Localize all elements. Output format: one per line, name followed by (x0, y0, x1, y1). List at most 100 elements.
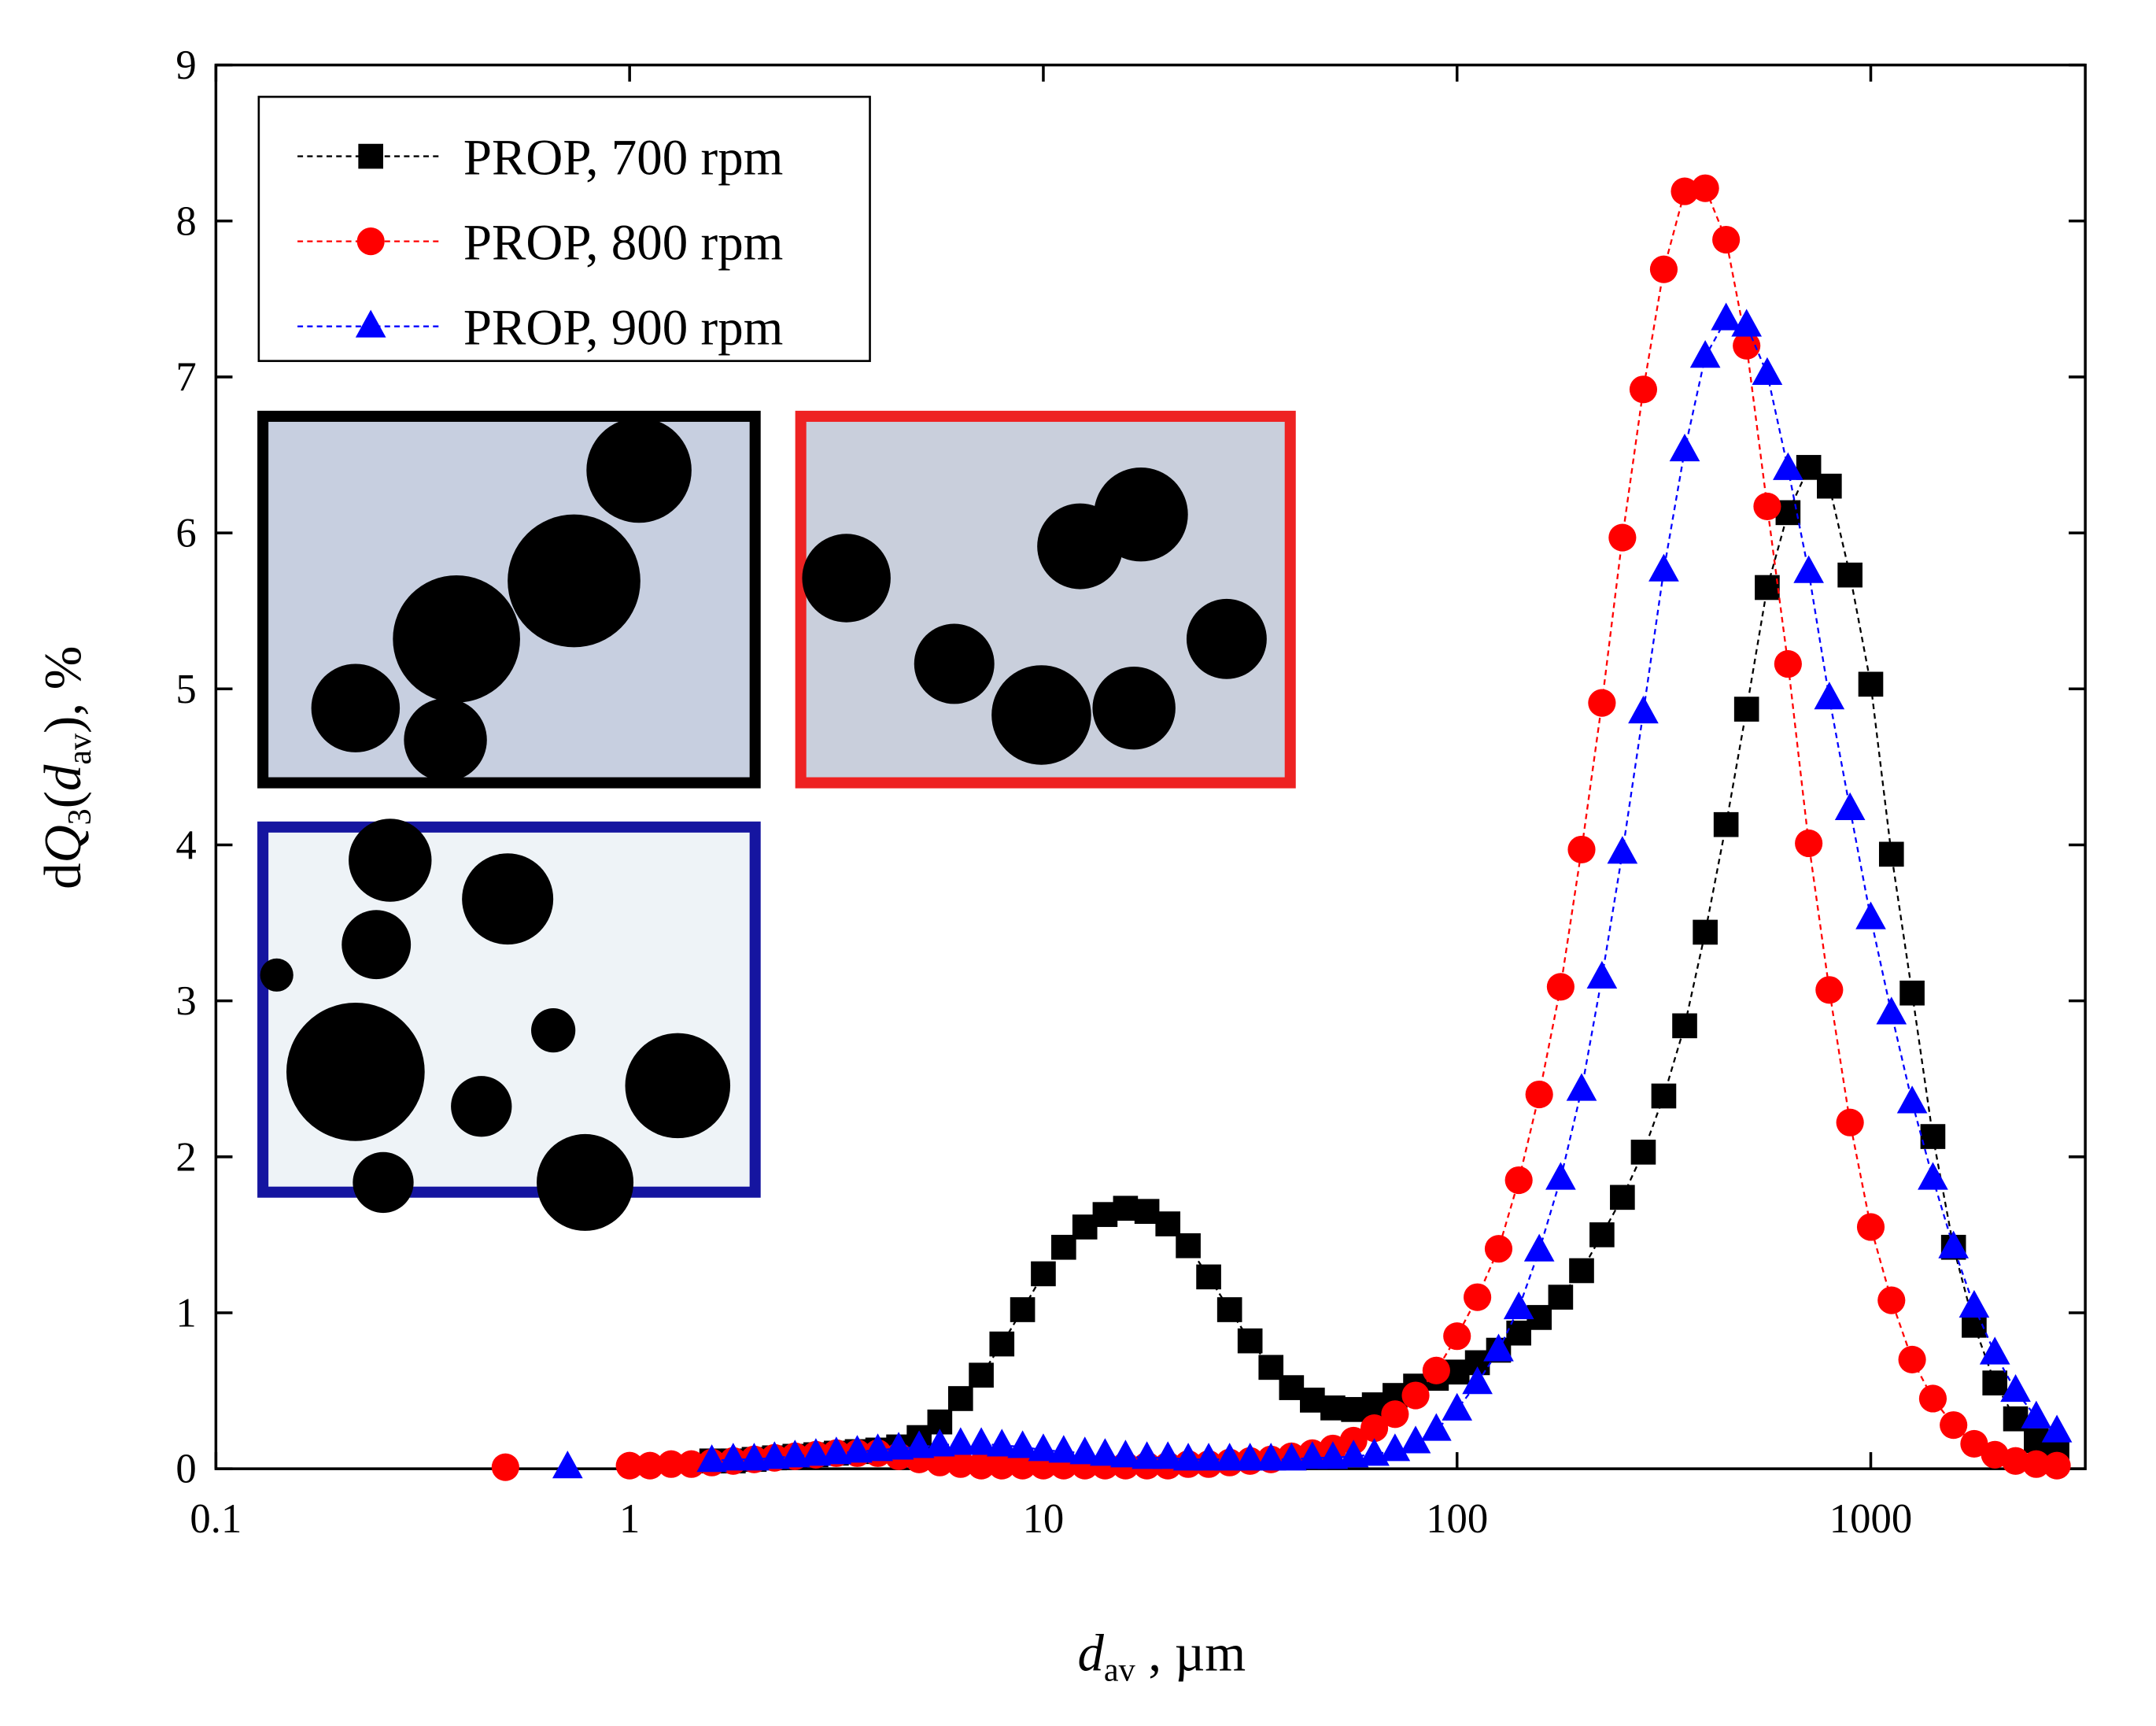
marker (1752, 357, 1783, 386)
marker (1443, 1322, 1471, 1351)
marker (1031, 1261, 1056, 1287)
marker (1899, 980, 1925, 1006)
marker (1610, 1185, 1635, 1210)
legend-marker (355, 309, 386, 338)
y-tick-label: 2 (175, 1134, 196, 1180)
marker (718, 1443, 749, 1471)
marker (759, 1441, 790, 1469)
marker (1546, 973, 1575, 1001)
legend-label: PROP, 900 rpm (463, 300, 783, 357)
marker (1834, 792, 1866, 820)
marker (1878, 841, 1904, 867)
marker (1421, 1413, 1452, 1441)
x_label-part: , µm (1135, 1625, 1246, 1683)
inset-800 (795, 410, 1296, 789)
marker (883, 1432, 914, 1460)
marker (1400, 1425, 1431, 1454)
y-tick-label: 3 (175, 978, 196, 1024)
marker (1567, 835, 1596, 863)
marker (1503, 1291, 1534, 1320)
y_label-part: d (35, 764, 92, 791)
marker (2001, 1447, 2030, 1475)
marker (1629, 375, 1658, 404)
marker (1483, 1333, 1514, 1362)
marker (1442, 1392, 1473, 1421)
marker (1712, 225, 1741, 254)
marker (1338, 1440, 1369, 1468)
marker (1255, 1443, 1287, 1471)
x-tick-label: 100 (1426, 1496, 1488, 1542)
marker (1938, 1230, 1970, 1258)
marker (1155, 1211, 1181, 1236)
marker (1918, 1384, 1947, 1413)
marker (1876, 996, 1907, 1025)
marker (1711, 302, 1741, 331)
marker (1691, 174, 1719, 202)
marker (969, 1362, 994, 1388)
marker (552, 1451, 583, 1479)
marker (2000, 1373, 2031, 1403)
marker (1836, 1108, 1864, 1136)
marker (1569, 1258, 1594, 1284)
marker (1010, 1297, 1036, 1322)
marker (615, 1451, 644, 1480)
marker (1464, 1283, 1492, 1311)
y-tick-label: 1 (175, 1291, 196, 1336)
marker (1793, 555, 1824, 583)
marker (2041, 1414, 2073, 1443)
x_label-part: av (1104, 1651, 1136, 1688)
marker (739, 1443, 770, 1471)
marker (1566, 1073, 1597, 1101)
y-tick-label: 8 (175, 198, 196, 244)
y-tick-label: 9 (175, 43, 196, 88)
marker (925, 1428, 955, 1457)
marker (1134, 1199, 1160, 1224)
x-tick-label: 1000 (1829, 1496, 1912, 1542)
marker (1523, 1233, 1555, 1262)
marker (1733, 697, 1759, 722)
marker (636, 1451, 664, 1480)
legend-label: PROP, 800 rpm (463, 214, 783, 271)
marker (1671, 177, 1699, 205)
marker (657, 1450, 685, 1478)
marker (1896, 1085, 1928, 1114)
marker (1007, 1430, 1038, 1458)
marker (967, 1451, 995, 1480)
marker (1979, 1336, 2010, 1365)
marker (1216, 1297, 1242, 1322)
marker (947, 1450, 975, 1478)
marker (1279, 1375, 1305, 1400)
marker (696, 1444, 727, 1473)
inset-900 (257, 819, 761, 1231)
marker (1958, 1289, 1990, 1318)
marker (1589, 1222, 1615, 1247)
marker (1731, 309, 1763, 337)
marker (1755, 575, 1780, 601)
marker (1462, 1366, 1493, 1395)
x-tick-label: 0.1 (190, 1496, 242, 1542)
inset-700 (257, 410, 761, 789)
marker (1774, 650, 1802, 678)
marker (986, 1428, 1017, 1457)
marker (1689, 340, 1721, 368)
marker (1920, 1124, 1946, 1149)
x-tick-label: 10 (1023, 1496, 1065, 1542)
y-tick-label: 6 (175, 511, 196, 556)
marker (2022, 1450, 2051, 1478)
marker (1855, 901, 1886, 930)
marker (1608, 523, 1637, 552)
marker (1877, 1286, 1906, 1314)
y-tick-label: 4 (175, 822, 196, 868)
marker (1588, 689, 1616, 717)
y-tick-label: 0 (175, 1447, 196, 1492)
marker (1545, 1162, 1576, 1190)
marker (1110, 1440, 1141, 1468)
marker (1317, 1441, 1349, 1469)
marker (821, 1436, 852, 1465)
y_label-part: d (35, 863, 92, 889)
y_label-part: av (61, 733, 98, 765)
y-tick-label: 7 (175, 355, 196, 401)
marker (1628, 695, 1659, 724)
marker (491, 1453, 519, 1481)
